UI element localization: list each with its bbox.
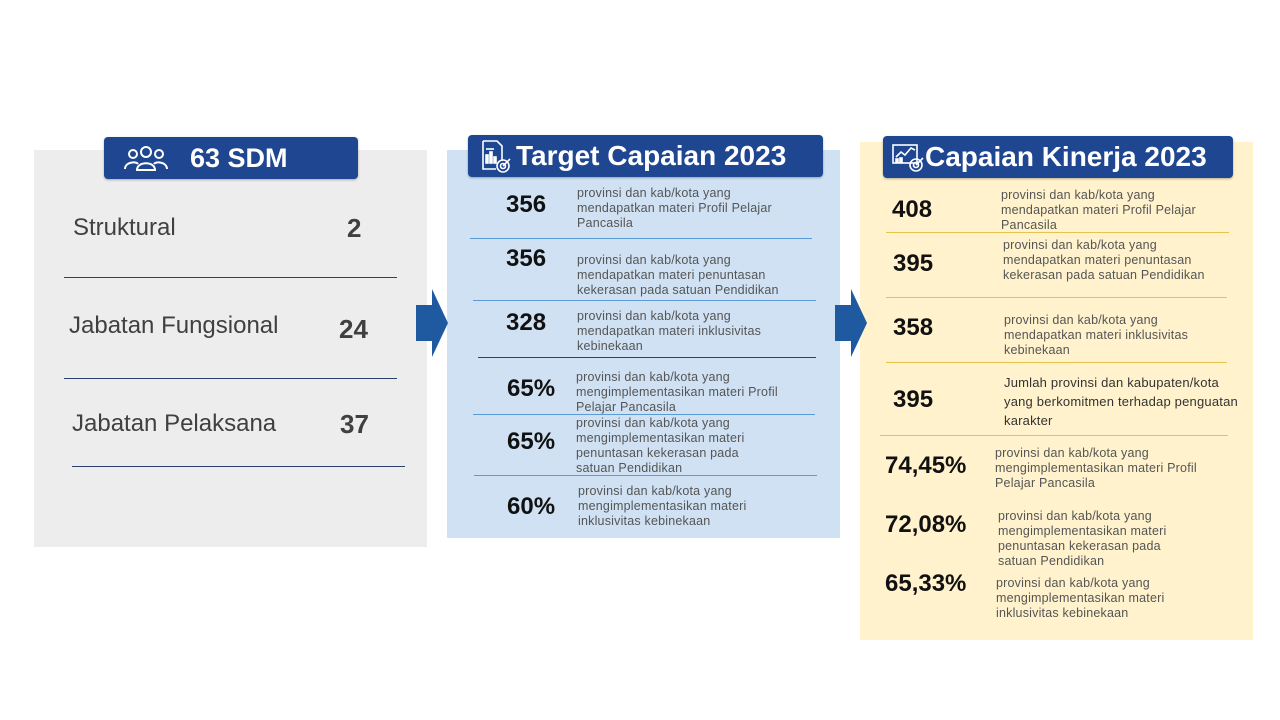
sdm-title: 63 SDM (190, 142, 288, 173)
capaian-desc: provinsi dan kab/kota yang mendapatkan m… (1003, 238, 1205, 282)
target-value: 65% (507, 428, 556, 455)
divider (64, 277, 397, 278)
target-desc: provinsi dan kab/kota yang mengimplement… (578, 484, 747, 528)
target-title: Target Capaian 2023 (516, 140, 787, 171)
target-header: Target Capaian 2023 (468, 135, 823, 177)
target-desc: provinsi dan kab/kota yang mendapatkan m… (577, 186, 772, 230)
divider (886, 362, 1227, 363)
capaian-value: 74,45% (885, 452, 967, 479)
capaian-desc: provinsi dan kab/kota yang mendapatkan m… (1001, 188, 1196, 232)
report-target-icon (480, 139, 512, 173)
divider (478, 357, 816, 358)
capaian-header: Capaian Kinerja 2023 (883, 136, 1233, 178)
sdm-row-value: 24 (339, 314, 368, 344)
target-panel (447, 150, 840, 538)
sdm-row-label: Struktural (73, 214, 176, 241)
target-value: 60% (507, 493, 556, 520)
target-value: 356 (506, 245, 547, 272)
people-group-icon (124, 144, 168, 172)
divider (886, 297, 1227, 298)
sdm-row-label: Jabatan Pelaksana (72, 410, 277, 437)
capaian-value: 395 (893, 250, 934, 277)
divider (72, 466, 405, 467)
capaian-value: 408 (892, 196, 933, 223)
target-desc: provinsi dan kab/kota yang mendapatkan m… (577, 309, 762, 353)
capaian-value: 72,08% (885, 511, 967, 538)
capaian-desc: provinsi dan kab/kota yang mengimplement… (996, 576, 1165, 620)
divider (470, 238, 812, 239)
capaian-desc: provinsi dan kab/kota yang mengimplement… (995, 446, 1197, 490)
divider (473, 300, 816, 301)
capaian-desc: provinsi dan kab/kota yang mendapatkan m… (1004, 313, 1189, 357)
capaian-value: 358 (893, 314, 934, 341)
capaian-desc: provinsi dan kab/kota yang mengimplement… (998, 509, 1167, 568)
target-desc: provinsi dan kab/kota yang mengimplement… (576, 416, 745, 475)
capaian-desc: Jumlah provinsi dan kabupaten/kota yang … (1004, 375, 1238, 428)
sdm-header: 63 SDM (104, 137, 358, 179)
divider (64, 378, 397, 379)
sdm-panel (34, 150, 427, 547)
capaian-value: 65,33% (885, 570, 967, 597)
capaian-title: Capaian Kinerja 2023 (925, 141, 1207, 172)
sdm-row-label: Jabatan Fungsional (69, 312, 279, 339)
target-value: 328 (506, 309, 547, 336)
capaian-panel (860, 142, 1253, 640)
sdm-row-value: 2 (347, 213, 362, 243)
divider (886, 232, 1229, 233)
sdm-row-value: 37 (340, 409, 369, 439)
divider (880, 435, 1228, 436)
arrow-right-icon (835, 289, 867, 357)
divider (474, 475, 817, 476)
capaian-value: 395 (893, 386, 934, 413)
target-desc: provinsi dan kab/kota yang mendapatkan m… (577, 253, 779, 297)
target-value: 356 (506, 191, 547, 218)
target-value: 65% (507, 375, 556, 402)
divider (473, 414, 815, 415)
target-desc: provinsi dan kab/kota yang mengimplement… (576, 370, 778, 414)
chart-target-icon (891, 141, 925, 173)
arrow-right-icon (416, 289, 448, 357)
